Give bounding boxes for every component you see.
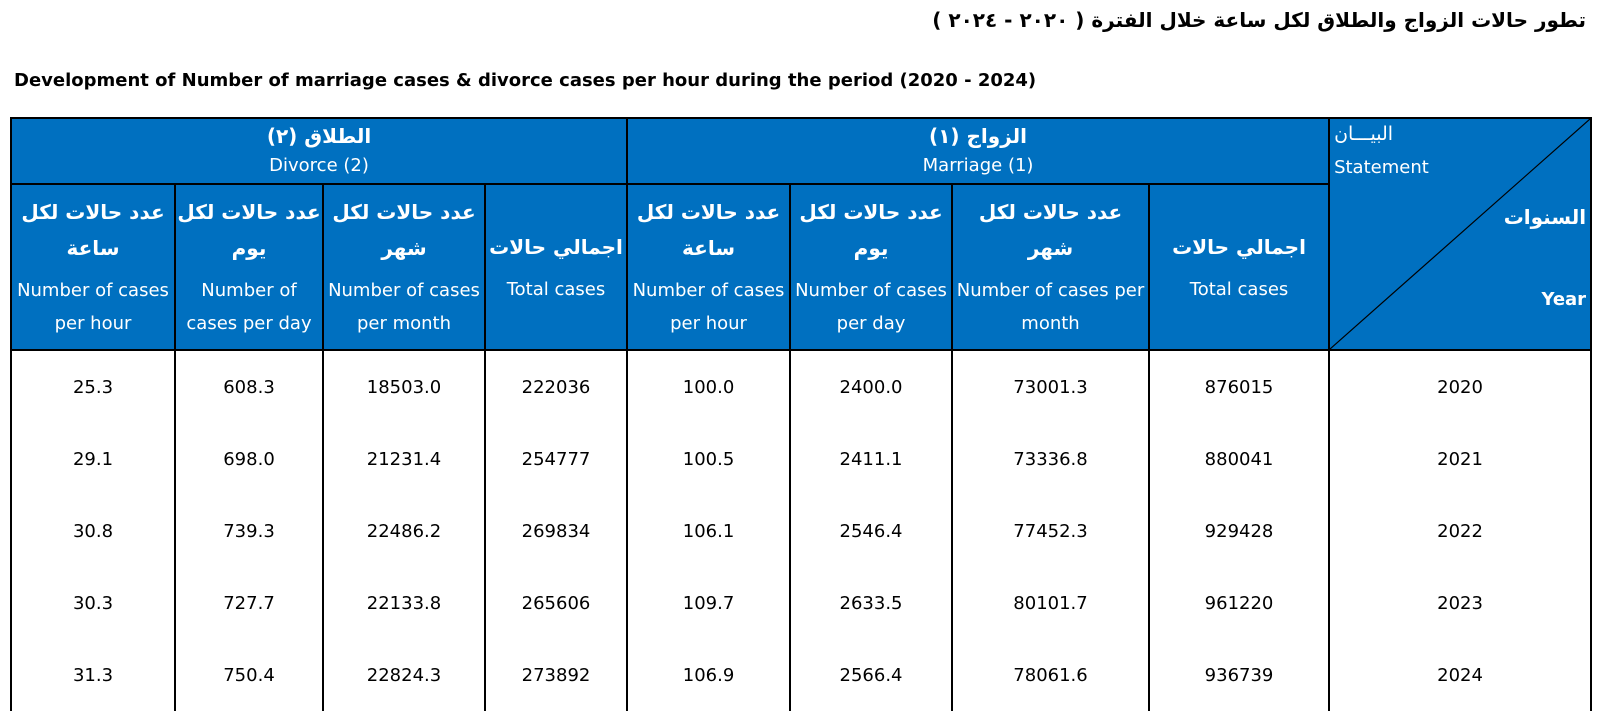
marriage-per-day-cell: 2400.0 [789,349,954,423]
marriage-per-day-header: عدد حالات لكل يوم Number of cases per da… [789,183,954,351]
marriage-total-cell: 936739 [1148,639,1331,711]
marriage-per-hour-cell: 100.0 [626,349,792,423]
statement-label-en: Statement [1334,157,1429,178]
marriage-per-month-cell: 80101.7 [951,567,1151,639]
divorce-per-hour-cell: 30.3 [10,567,176,639]
divorce-per-month-cell: 22824.3 [322,639,486,711]
statement-label-ar: البيـــان [1334,123,1394,145]
divorce-per-month-cell: 21231.4 [322,423,486,495]
divorce-group-header: الطلاق (٢) Divorce (2) [9,117,629,185]
divorce-total-cell: 222036 [483,349,629,423]
title-english: Development of Number of marriage cases … [14,70,1037,91]
year-cell: 2020 [1328,349,1593,423]
divorce-per-day-cell: 698.0 [174,423,324,495]
marriage-total-header: اجمالي حالات Total cases [1148,183,1331,351]
years-label-ar: السنوات [1503,205,1587,229]
marriage-total-cell: 880041 [1148,423,1331,495]
marriage-per-day-cell: 2411.1 [789,423,954,495]
divorce-total-cell: 273892 [483,639,629,711]
divorce-per-day-cell: 750.4 [174,639,324,711]
marriage-per-hour-cell: 109.7 [626,567,792,639]
divorce-per-month-cell: 18503.0 [322,349,486,423]
table-row: 31.3 750.4 22824.3 273892 106.9 2566.4 7… [10,639,1593,711]
marriage-group-header: الزواج (١) Marriage (1) [626,117,1331,185]
divorce-total-header: اجمالي حالات Total cases [483,183,629,351]
divorce-total-cell: 269834 [483,495,629,567]
marriage-per-day-cell: 2633.5 [789,567,954,639]
divorce-per-month-cell: 22133.8 [322,567,486,639]
divorce-total-cell: 265606 [483,567,629,639]
statement-year-header: البيـــان Statement السنوات Year [1328,117,1593,351]
divorce-per-hour-header: عدد حالات لكل ساعة Number of cases per h… [10,183,176,351]
table-row: 29.1 698.0 21231.4 254777 100.5 2411.1 7… [10,423,1593,495]
marriage-per-day-cell: 2566.4 [789,639,954,711]
statistics-table: الطلاق (٢) Divorce (2) الزواج (١) Marria… [9,117,1593,711]
table-row: 30.3 727.7 22133.8 265606 109.7 2633.5 8… [10,567,1593,639]
divorce-per-day-cell: 739.3 [174,495,324,567]
divorce-per-month-cell: 22486.2 [322,495,486,567]
divorce-per-month-header: عدد حالات لكل شهر Number of cases per mo… [322,183,486,351]
marriage-per-day-cell: 2546.4 [789,495,954,567]
marriage-total-cell: 876015 [1148,349,1331,423]
divorce-per-hour-cell: 31.3 [10,639,176,711]
divorce-per-day-header: عدد حالات لكل يوم Number of cases per da… [174,183,324,351]
divorce-total-cell: 254777 [483,423,629,495]
marriage-per-month-cell: 78061.6 [951,639,1151,711]
marriage-per-hour-header: عدد حالات لكل ساعة Number of cases per h… [626,183,792,351]
marriage-per-month-header: عدد حالات لكل شهر Number of cases per mo… [951,183,1151,351]
divorce-per-day-cell: 727.7 [174,567,324,639]
divorce-per-hour-cell: 29.1 [10,423,176,495]
divorce-per-day-cell: 608.3 [174,349,324,423]
divorce-per-hour-cell: 25.3 [10,349,176,423]
diagonal-divider [1330,119,1590,349]
year-label-en: Year [1541,289,1587,310]
table-row: 25.3 608.3 18503.0 222036 100.0 2400.0 7… [10,349,1593,423]
table-row: 30.8 739.3 22486.2 269834 106.1 2546.4 7… [10,495,1593,567]
year-cell: 2022 [1328,495,1593,567]
year-cell: 2024 [1328,639,1593,711]
year-cell: 2023 [1328,567,1593,639]
marriage-per-hour-cell: 106.9 [626,639,792,711]
marriage-per-month-cell: 73001.3 [951,349,1151,423]
marriage-per-month-cell: 73336.8 [951,423,1151,495]
marriage-per-hour-cell: 106.1 [626,495,792,567]
marriage-per-hour-cell: 100.5 [626,423,792,495]
marriage-per-month-cell: 77452.3 [951,495,1151,567]
title-arabic: تطور حالات الزواج والطلاق لكل ساعة خلال … [932,8,1586,32]
divorce-per-hour-cell: 30.8 [10,495,176,567]
marriage-total-cell: 961220 [1148,567,1331,639]
year-cell: 2021 [1328,423,1593,495]
marriage-total-cell: 929428 [1148,495,1331,567]
